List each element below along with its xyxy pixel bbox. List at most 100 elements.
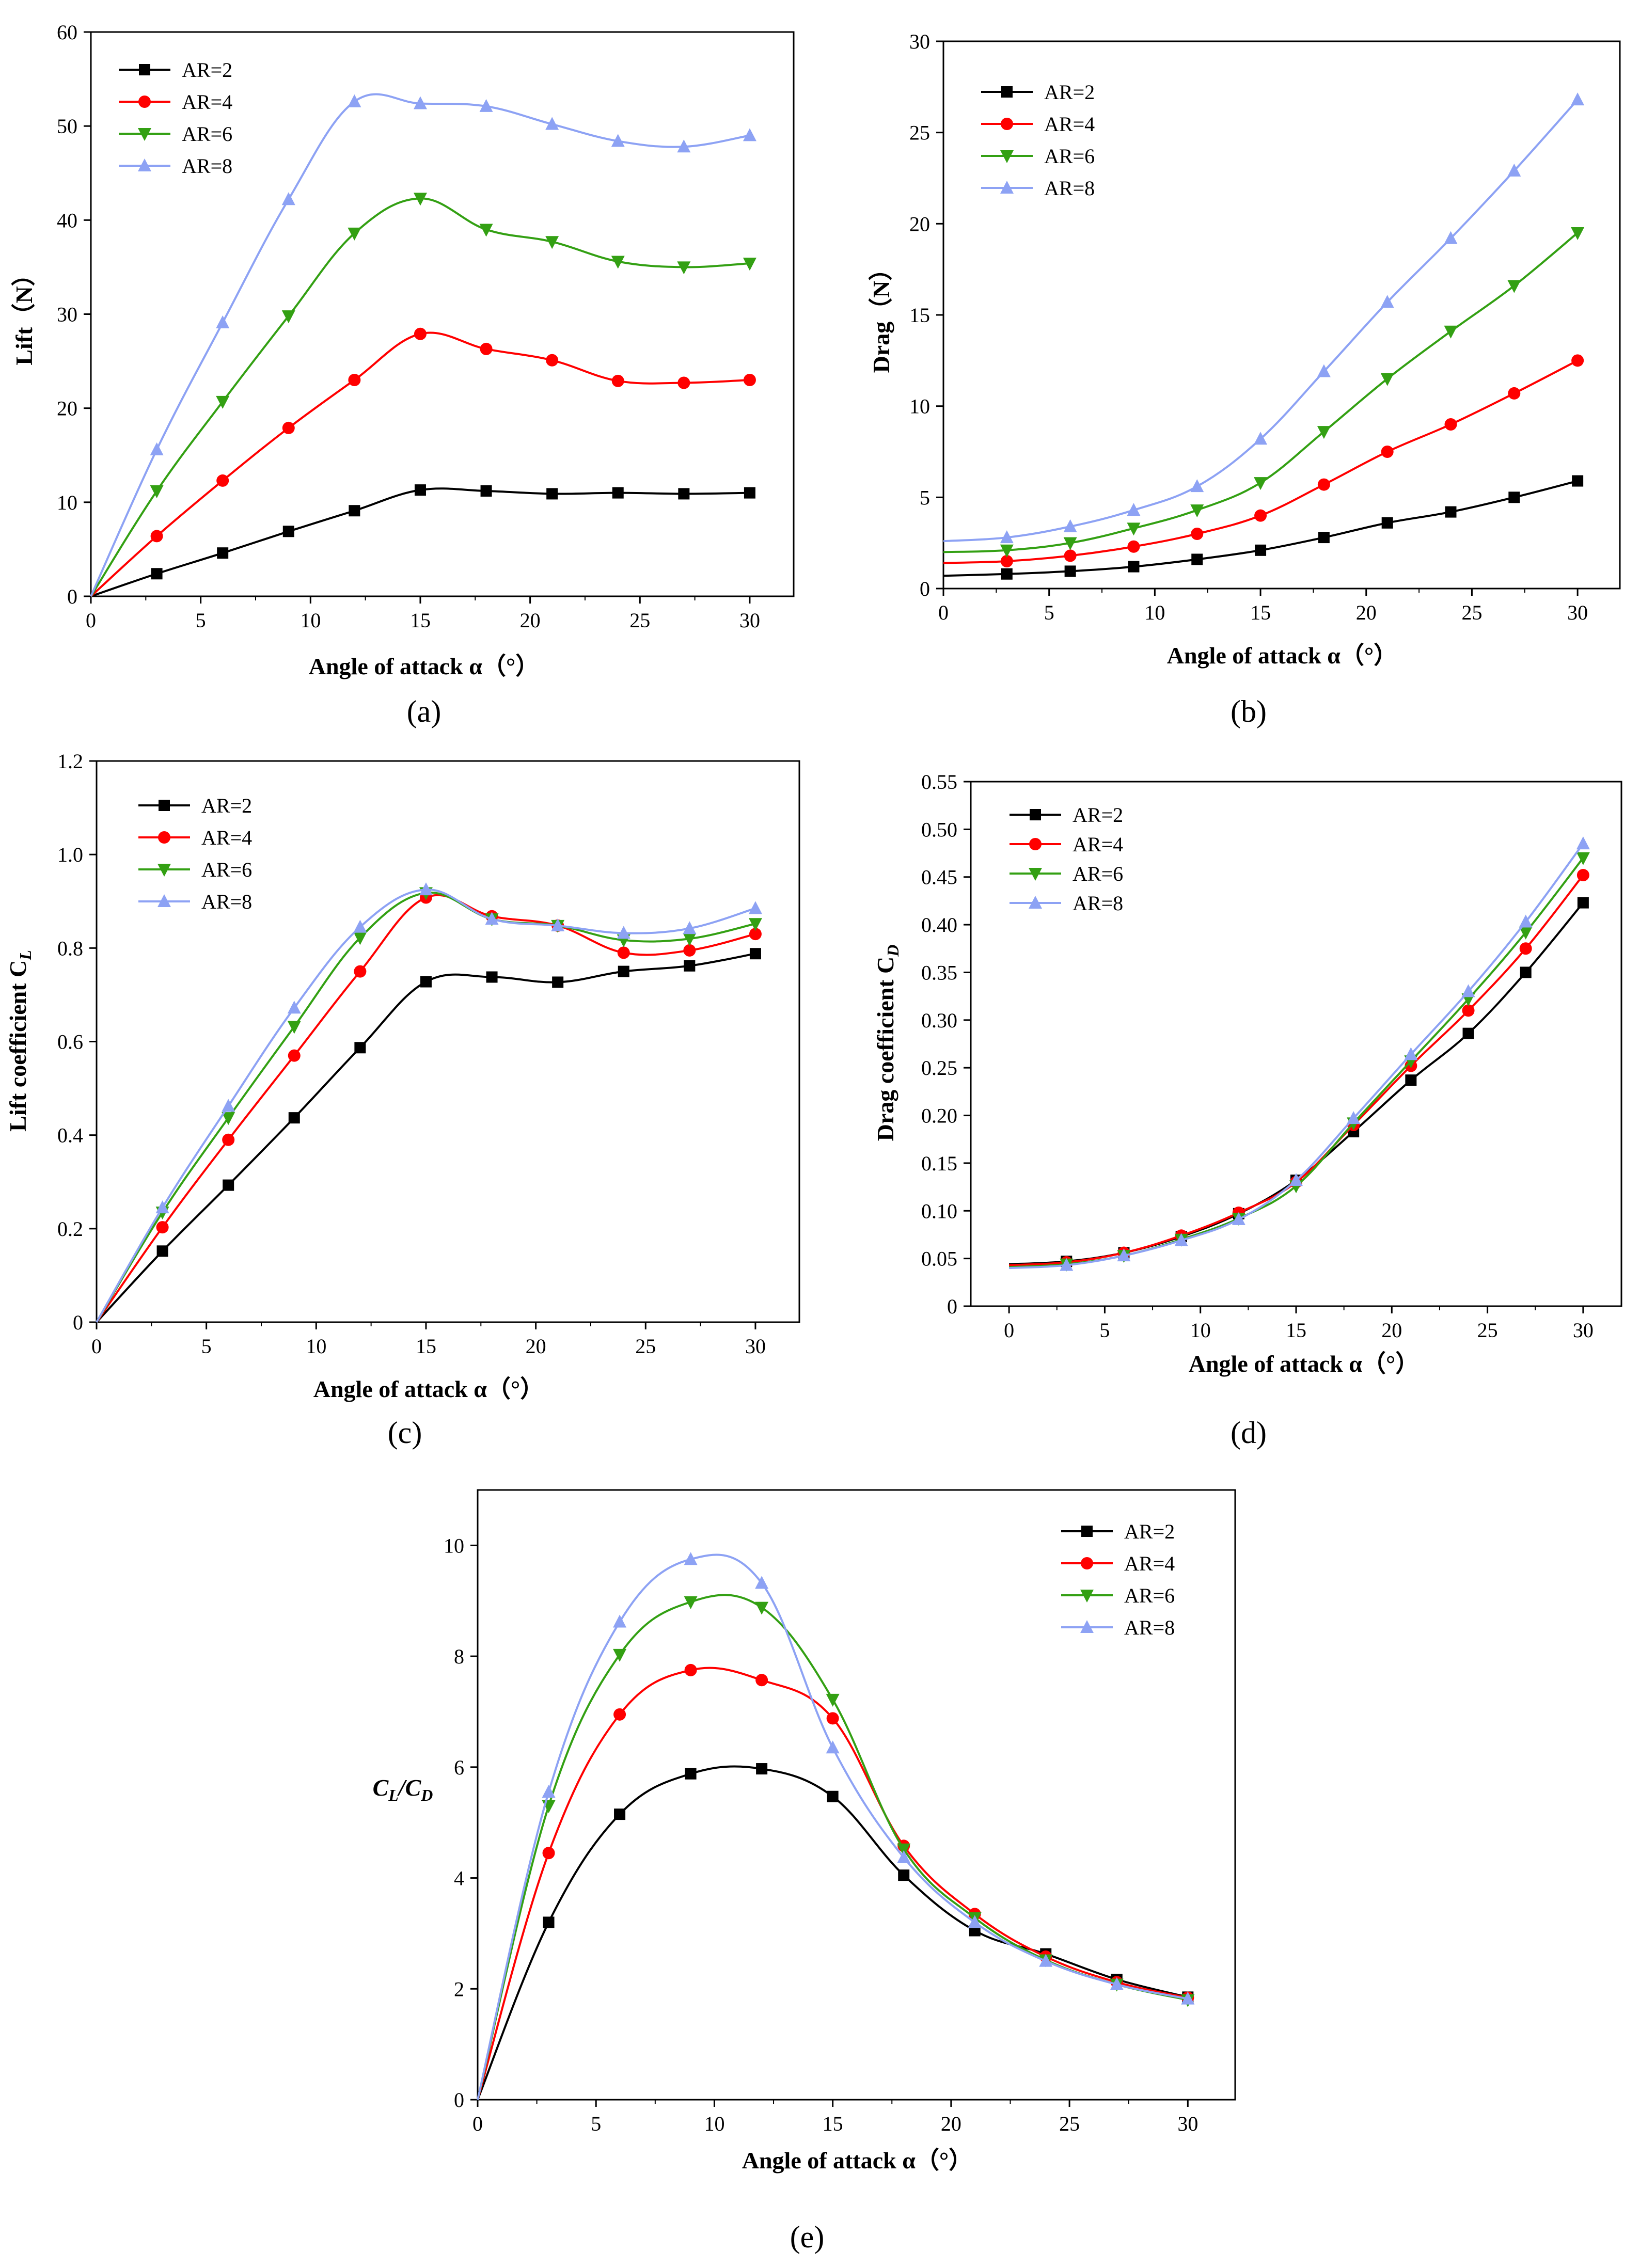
data-point [486, 971, 498, 983]
data-point [281, 192, 295, 205]
data-point [1380, 373, 1394, 386]
data-point [827, 1790, 839, 1802]
series-line [943, 480, 1578, 577]
data-point [1380, 295, 1394, 308]
data-point [1507, 163, 1521, 177]
series-line [90, 331, 750, 597]
legend-marker [1000, 150, 1014, 163]
series-ar-2 [96, 948, 761, 1323]
data-point [1576, 852, 1590, 865]
data-point [897, 1843, 911, 1857]
y-tick-label: 0.2 [57, 1217, 83, 1241]
series-ar-4 [96, 891, 762, 1323]
y-tick-label: 20 [909, 212, 930, 235]
legend: AR=2 AR=4 AR=6 AR=8 [119, 58, 232, 178]
data-point [1060, 1258, 1074, 1271]
y-axis-label: CL/CD [373, 1774, 433, 1804]
legend-label: AR=4 [1044, 113, 1095, 136]
x-tick-label: 25 [1477, 1319, 1498, 1342]
y-tick-label: 4 [454, 1867, 464, 1890]
x-axis-label: Angle of attack α（°） [742, 2147, 973, 2174]
legend-marker [1001, 118, 1013, 130]
data-point [1507, 280, 1521, 293]
data-point [282, 526, 294, 537]
x-tick-label: 30 [1573, 1319, 1594, 1342]
series-ar-6 [1009, 852, 1590, 1272]
y-tick-label: 2 [454, 1977, 464, 2001]
series-line [90, 487, 750, 597]
panel-caption: (e) [790, 2220, 825, 2254]
series-line [96, 891, 756, 1323]
data-point [217, 547, 229, 559]
data-point [1404, 1047, 1418, 1060]
series-line [1009, 874, 1584, 1266]
y-axis-label: Drag coefficient CD [872, 945, 902, 1141]
data-point [348, 94, 361, 107]
x-tick-label: 0 [1004, 1319, 1014, 1342]
legend-label: AR=6 [201, 858, 252, 881]
x-tick-label: 20 [1356, 601, 1377, 624]
x-tick-label: 25 [635, 1335, 656, 1358]
y-axis-label: Lift coefficient CL [5, 950, 35, 1132]
series-ar-4 [943, 354, 1584, 567]
chart-panel-e: 0 5 10 15 20 25 30 0 2 4 6 8 10 Angle of attack α（°） C… [373, 1489, 1236, 2254]
data-point [1571, 227, 1585, 240]
data-point [156, 1221, 169, 1234]
legend-marker [138, 158, 151, 171]
y-tick-label: 0 [920, 577, 930, 600]
data-point [216, 474, 229, 487]
series-line [477, 1553, 1188, 2100]
data-point [748, 918, 762, 931]
data-point [353, 932, 367, 945]
data-point [1519, 926, 1533, 940]
data-point [354, 1042, 366, 1054]
data-point [617, 926, 630, 939]
y-tick-label: 10 [57, 491, 77, 514]
data-point [1508, 387, 1521, 400]
data-point [479, 224, 493, 237]
y-tick-label: 0.30 [921, 1009, 957, 1032]
x-tick-label: 5 [1099, 1319, 1110, 1342]
data-point [755, 1601, 769, 1615]
y-tick-label: 30 [909, 30, 930, 53]
data-point [1191, 528, 1204, 540]
series-ar-4 [1009, 869, 1589, 1269]
y-tick-label: 0.4 [57, 1124, 83, 1147]
data-point [1190, 504, 1204, 518]
data-point [755, 1674, 768, 1687]
series-ar-6 [96, 887, 762, 1323]
data-point [1000, 544, 1014, 558]
data-point [1039, 1954, 1053, 1967]
x-axis-label: Angle of attack α（°） [313, 1376, 544, 1402]
series-line [477, 1765, 1188, 2100]
data-point [614, 1809, 626, 1820]
x-tick-label: 20 [526, 1335, 546, 1358]
data-point [1572, 475, 1584, 487]
series-line [96, 953, 756, 1323]
y-tick-label: 0 [947, 1295, 957, 1318]
chart-panel-a: 0 5 10 15 20 25 30 0 10 20 30 40 50 60 Angle of attack… [11, 21, 795, 728]
data-point [1181, 1991, 1195, 2005]
series-line [477, 1667, 1188, 2100]
x-tick-label: 5 [1044, 601, 1054, 624]
legend-marker [157, 864, 171, 877]
data-point [685, 1768, 697, 1780]
data-point [150, 442, 164, 455]
data-point [1381, 517, 1393, 529]
legend: AR=2 AR=4 AR=6 AR=8 [1010, 803, 1123, 915]
series-ar-2 [943, 475, 1584, 580]
legend-label: AR=6 [1124, 1584, 1175, 1607]
legend-label: AR=4 [1124, 1552, 1175, 1575]
data-point [1519, 942, 1532, 955]
y-tick-label: 1.0 [57, 843, 83, 866]
data-point [1462, 1027, 1474, 1039]
data-point [353, 919, 367, 933]
x-tick-label: 25 [629, 609, 650, 632]
x-tick-label: 10 [1144, 601, 1165, 624]
data-point [1174, 1233, 1188, 1246]
data-point [826, 1693, 840, 1707]
data-point [288, 1112, 300, 1124]
y-tick-label: 10 [909, 395, 930, 418]
data-point [216, 315, 230, 328]
